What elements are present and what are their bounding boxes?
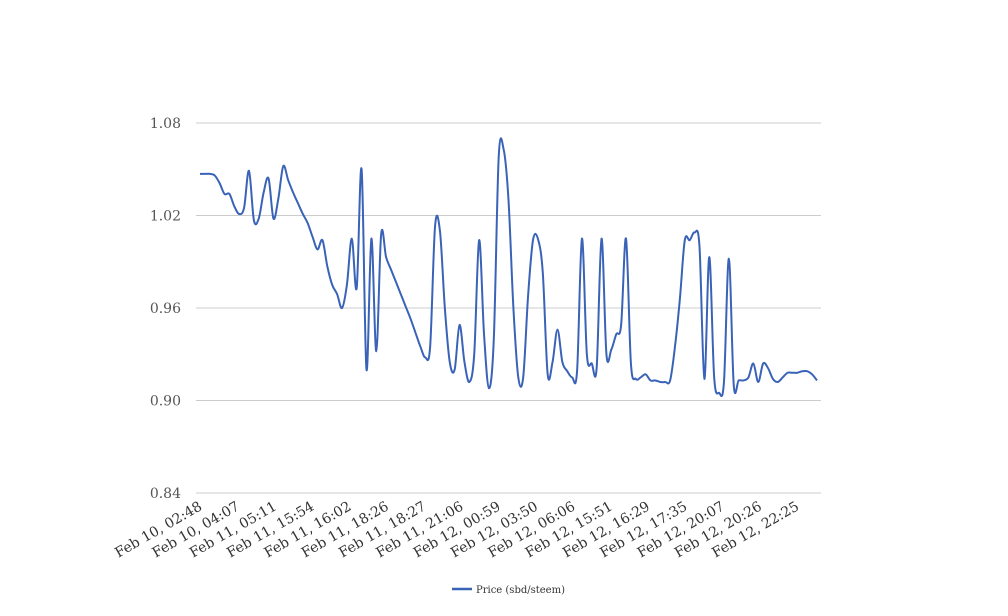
y-tick-label: 0.96 — [150, 301, 181, 317]
y-tick-label: 0.84 — [150, 486, 181, 502]
series-line-price — [200, 137, 818, 398]
y-tick-label: 1.08 — [150, 116, 181, 132]
legend[interactable]: Price (sbd/steem) — [452, 585, 565, 596]
legend-label-price: Price (sbd/steem) — [476, 585, 565, 596]
y-tick-label: 1.02 — [150, 209, 181, 225]
y-axis-ticks: 0.84 0.90 0.96 1.02 1.08 — [150, 116, 181, 502]
series-layer — [200, 137, 818, 398]
y-gridlines — [196, 122, 821, 494]
y-tick-label: 0.90 — [150, 394, 181, 410]
